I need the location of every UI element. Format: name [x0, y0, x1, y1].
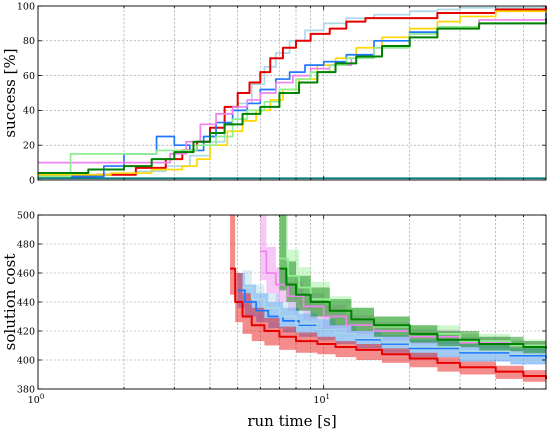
cost-x-axis-title: run time [s]	[247, 412, 336, 430]
cost-band-2	[237, 273, 546, 366]
success-ytick-label: 100	[17, 1, 35, 12]
success-series-line-5	[38, 16, 547, 178]
success-series-group	[38, 6, 547, 180]
success-ytick-label: 60	[23, 71, 35, 82]
success-series-line-0	[38, 6, 546, 176]
cost-ytick-label: 400	[17, 355, 35, 366]
success-y-axis-title: success [%]	[1, 48, 19, 137]
cost-grid	[38, 215, 546, 389]
cost-series-line-5	[230, 267, 547, 379]
cost-series-line-0	[260, 250, 547, 349]
success-panel: 0 20 40 60 80 100 success [%]	[1, 1, 547, 186]
cost-band-0	[260, 215, 546, 355]
cost-ytick-label: 380	[17, 384, 35, 395]
success-series-line-6	[38, 18, 547, 175]
cost-band-5	[230, 215, 546, 385]
cost-xtick-label: 100	[28, 393, 45, 406]
cost-ticks: 380 400 420 440 460 480 500 100 101	[17, 210, 547, 406]
cost-xtick-label: 101	[313, 393, 330, 406]
success-ytick-label: 40	[23, 106, 35, 117]
cost-ytick-label: 480	[17, 239, 35, 250]
cost-series-line-4	[279, 267, 547, 349]
success-ytick-label: 0	[29, 175, 35, 186]
success-ytick-label: 20	[23, 141, 35, 152]
cost-panel: 380 400 420 440 460 480 500 100 101 solution cos…	[1, 210, 547, 430]
cost-bands-group	[230, 215, 547, 385]
cost-ytick-label: 440	[17, 297, 35, 308]
cost-series-group	[230, 250, 547, 379]
cost-ytick-label: 420	[17, 326, 35, 337]
success-series-line-3	[38, 12, 547, 178]
success-ticks: 0 20 40 60 80 100	[17, 1, 547, 186]
cost-band-3	[242, 270, 547, 365]
cost-series-line-3	[242, 286, 547, 356]
success-ytick-label: 80	[23, 36, 35, 47]
cost-ytick-label: 460	[17, 268, 35, 279]
cost-y-axis-title: solution cost	[1, 254, 19, 351]
cost-ytick-label: 500	[17, 210, 35, 221]
success-axes-frame	[37, 5, 547, 181]
success-series-line-1	[38, 6, 547, 178]
